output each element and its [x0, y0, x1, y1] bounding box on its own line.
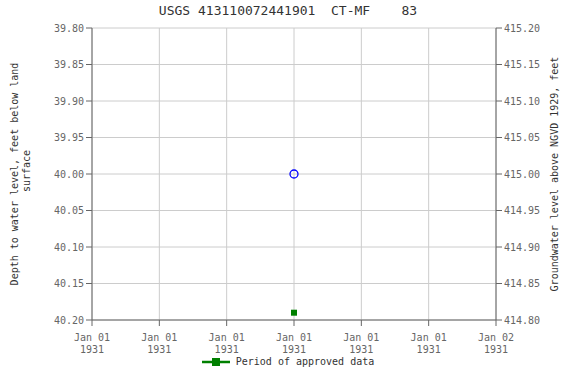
svg-text:40.00: 40.00: [54, 169, 84, 180]
svg-text:415.10: 415.10: [504, 96, 540, 107]
svg-text:Jan 011931: Jan 011931: [276, 332, 312, 355]
svg-text:39.95: 39.95: [54, 132, 84, 143]
svg-text:414.80: 414.80: [504, 315, 540, 326]
svg-text:414.95: 414.95: [504, 205, 540, 216]
svg-text:40.20: 40.20: [54, 315, 84, 326]
svg-text:39.90: 39.90: [54, 96, 84, 107]
svg-text:Depth to water level, feet bel: Depth to water level, feet below land su…: [9, 63, 32, 286]
svg-text:414.90: 414.90: [504, 242, 540, 253]
svg-text:415.00: 415.00: [504, 169, 540, 180]
svg-text:Jan 011931: Jan 011931: [343, 332, 379, 355]
svg-text:40.15: 40.15: [54, 278, 84, 289]
svg-text:414.85: 414.85: [504, 278, 540, 289]
svg-text:Jan 011931: Jan 011931: [74, 332, 110, 355]
svg-text:Jan 011931: Jan 011931: [411, 332, 447, 355]
svg-text:40.05: 40.05: [54, 205, 84, 216]
svg-text:39.80: 39.80: [54, 23, 84, 34]
svg-text:Jan 011931: Jan 011931: [209, 332, 245, 355]
svg-text:Jan 021931: Jan 021931: [478, 332, 514, 355]
svg-text:415.15: 415.15: [504, 59, 540, 70]
svg-text:415.20: 415.20: [504, 23, 540, 34]
svg-text:415.05: 415.05: [504, 132, 540, 143]
svg-text:Groundwater level above NGVD 1: Groundwater level above NGVD 1929, feet: [549, 57, 560, 292]
svg-text:39.85: 39.85: [54, 59, 84, 70]
svg-text:40.10: 40.10: [54, 242, 84, 253]
html-text:Period of approved data: Period of approved data: [235, 356, 375, 367]
html-text:USGS 413110072441901 CT-MF 83: USGS 413110072441901 CT-MF 83: [158, 3, 418, 18]
svg-text:Jan 011931: Jan 011931: [141, 332, 177, 355]
